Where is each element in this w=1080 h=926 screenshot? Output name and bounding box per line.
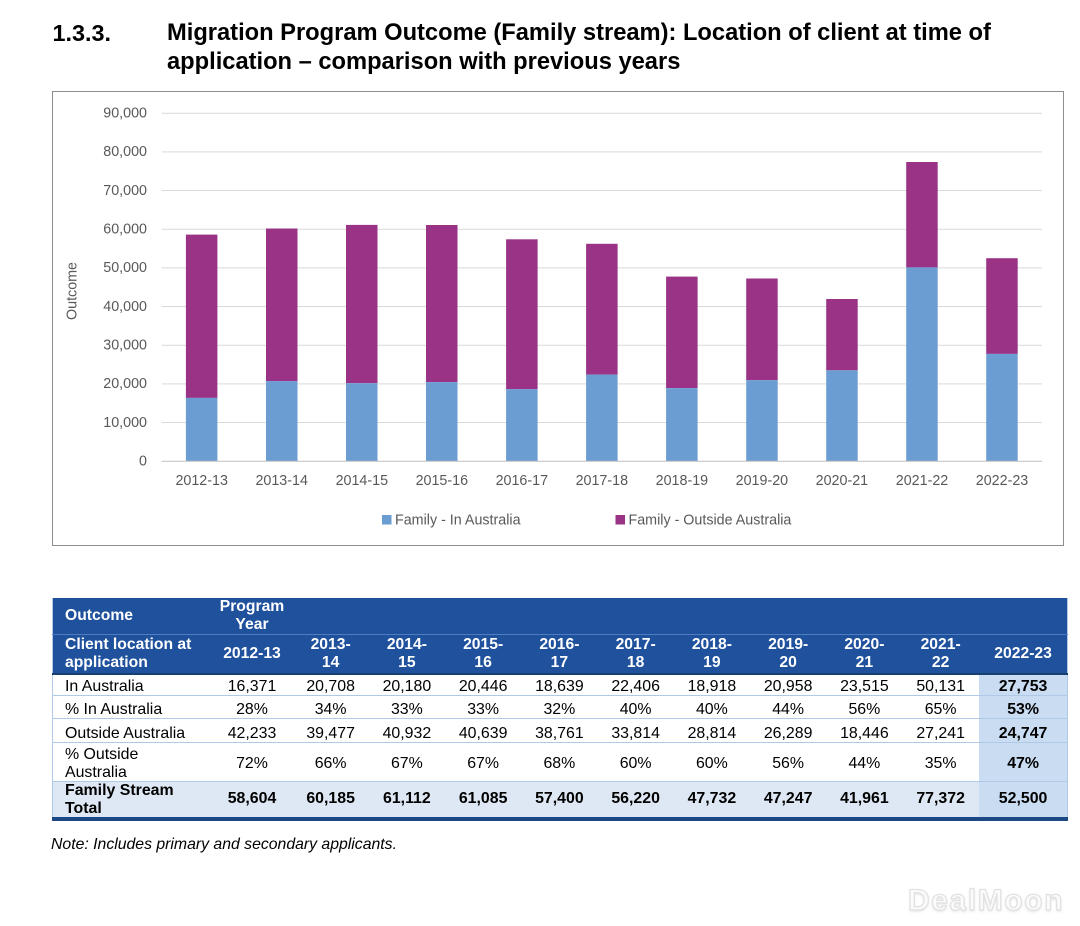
svg-text:10,000: 10,000 [103, 415, 147, 431]
svg-text:2018-19: 2018-19 [656, 473, 709, 489]
svg-text:2016-17: 2016-17 [496, 473, 549, 489]
svg-text:20,000: 20,000 [103, 376, 147, 392]
svg-text:Family - Outside Australia: Family - Outside Australia [629, 513, 792, 529]
svg-text:2012-13: 2012-13 [175, 473, 228, 489]
svg-text:2020-21: 2020-21 [816, 473, 869, 489]
svg-text:2017-18: 2017-18 [576, 473, 629, 489]
svg-text:30,000: 30,000 [103, 338, 147, 354]
svg-text:Outcome: Outcome [65, 262, 81, 320]
svg-text:90,000: 90,000 [103, 106, 147, 122]
svg-text:80,000: 80,000 [103, 144, 147, 160]
svg-text:2022-23: 2022-23 [976, 473, 1029, 489]
svg-text:2019-20: 2019-20 [736, 473, 789, 489]
svg-text:50,000: 50,000 [103, 260, 147, 276]
svg-text:2014-15: 2014-15 [336, 473, 389, 489]
svg-text:2015-16: 2015-16 [416, 473, 469, 489]
svg-text:70,000: 70,000 [103, 183, 147, 199]
svg-text:60,000: 60,000 [103, 222, 147, 238]
svg-text:40,000: 40,000 [103, 299, 147, 315]
svg-text:2021-22: 2021-22 [896, 473, 949, 489]
svg-text:Family - In Australia: Family - In Australia [395, 513, 521, 529]
svg-text:2013-14: 2013-14 [255, 473, 308, 489]
svg-text:0: 0 [139, 454, 147, 470]
